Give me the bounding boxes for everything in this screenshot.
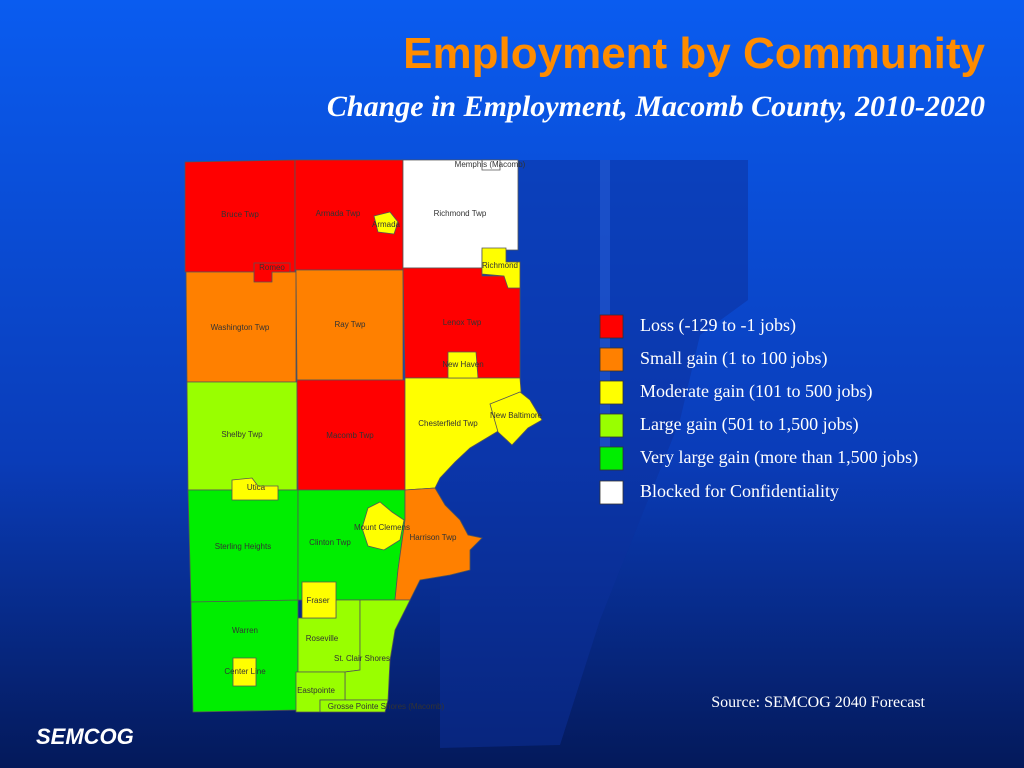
- community-area: [481, 247, 521, 289]
- community-label: Sterling Heights: [215, 542, 271, 551]
- community-label: New Haven: [442, 360, 483, 369]
- legend-swatch: [599, 380, 624, 405]
- community-area: [489, 391, 543, 446]
- community-area: [373, 211, 399, 235]
- community-label: Clinton Twp: [309, 538, 351, 547]
- community-label: Mount Clemens: [354, 523, 410, 532]
- community-label: Center Line: [224, 667, 266, 676]
- title: Employment by Community: [403, 29, 985, 78]
- community-label: Washington Twp: [211, 323, 270, 332]
- community-label: Memphis (Macomb): [455, 160, 526, 169]
- community-label: Harrison Twp: [410, 533, 458, 542]
- community-area: [361, 501, 405, 551]
- community-label: Eastpointe: [297, 686, 335, 695]
- community-label: Richmond Twp: [434, 209, 487, 218]
- community-area: [319, 699, 389, 713]
- community-label: Fraser: [306, 596, 329, 605]
- community-area: [190, 599, 299, 713]
- community-label: Richmond: [482, 261, 518, 270]
- community-label: Roseville: [306, 634, 339, 643]
- legend-label: Loss (-129 to -1 jobs): [640, 315, 796, 336]
- community-label: Utica: [247, 483, 266, 492]
- community-label: Grosse Pointe Shores (Macomb): [328, 702, 445, 711]
- community-label: Bruce Twp: [221, 210, 259, 219]
- community-label: Chesterfield Twp: [418, 419, 478, 428]
- legend-label: Blocked for Confidentiality: [640, 481, 839, 501]
- community-label: Warren: [232, 626, 258, 635]
- legend-label: Moderate gain (101 to 500 jobs): [640, 381, 872, 402]
- subtitle: Change in Employment, Macomb County, 201…: [327, 90, 985, 123]
- community-label: Lenox Twp: [443, 318, 482, 327]
- community-area: [231, 477, 279, 501]
- legend: Loss (-129 to -1 jobs) Small gain (1 to 1…: [599, 314, 918, 505]
- community-area: [232, 657, 257, 687]
- community-label: Armada Twp: [316, 209, 361, 218]
- source: Source: SEMCOG 2040 Forecast: [711, 694, 925, 711]
- legend-label: Very large gain (more than 1,500 jobs): [640, 447, 918, 468]
- legend-swatch: [599, 347, 624, 372]
- community-label: Armada: [372, 220, 401, 229]
- community-label: St. Clair Shores: [334, 654, 390, 663]
- legend-swatch: [599, 446, 624, 471]
- community-label: Shelby Twp: [221, 430, 263, 439]
- community-label: Romeo: [259, 263, 285, 272]
- community-area: [253, 262, 291, 283]
- community-area: [447, 351, 479, 379]
- community-area: [394, 487, 483, 601]
- logo: SEMCOG: [36, 724, 134, 749]
- legend-label: Large gain (501 to 1,500 jobs): [640, 414, 859, 435]
- legend-label: Small gain (1 to 100 jobs): [640, 348, 828, 369]
- legend-swatch: [599, 413, 624, 438]
- community-area: [301, 581, 337, 619]
- community-label: Macomb Twp: [326, 431, 374, 440]
- legend-swatch: [599, 314, 624, 339]
- community-label: New Baltimore: [490, 411, 543, 420]
- community-label: Ray Twp: [335, 320, 367, 329]
- community-area: [481, 159, 501, 171]
- legend-swatch: [599, 480, 624, 505]
- map: Bruce Twp Romeo Armada Twp Armada Richmond T…: [184, 159, 543, 713]
